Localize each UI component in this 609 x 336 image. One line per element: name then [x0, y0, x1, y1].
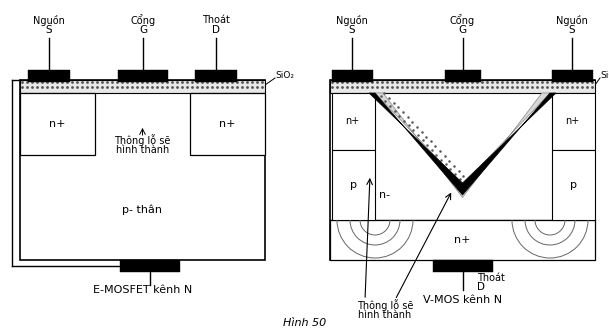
Bar	[120, 260, 180, 272]
Text: n+: n+	[565, 117, 580, 126]
Bar	[552, 150, 595, 220]
Bar	[190, 93, 265, 155]
Bar	[20, 80, 265, 260]
Text: S: S	[349, 25, 355, 35]
Text: n-: n-	[379, 190, 390, 200]
Bar	[20, 80, 265, 93]
Bar	[195, 70, 237, 82]
Bar	[432, 260, 493, 272]
Text: Nguồn: Nguồn	[556, 14, 588, 26]
Text: V-MOS kênh N: V-MOS kênh N	[423, 295, 502, 305]
Text: Hình 50: Hình 50	[283, 318, 326, 328]
Text: Thông lỗ sẽ: Thông lỗ sẽ	[357, 299, 413, 311]
Text: p- thân: p- thân	[122, 205, 163, 215]
Bar	[330, 80, 595, 260]
Text: Cổng: Cổng	[130, 14, 155, 26]
Bar	[332, 70, 373, 82]
Text: Thoát: Thoát	[477, 273, 505, 283]
Text: D: D	[477, 282, 485, 292]
Bar	[28, 70, 70, 82]
Text: Nguồn: Nguồn	[336, 14, 368, 26]
Text: p: p	[350, 180, 357, 190]
Text: hình thành: hình thành	[358, 310, 412, 320]
Bar	[445, 70, 481, 82]
Bar	[332, 150, 375, 220]
Text: n+: n+	[345, 117, 360, 126]
Text: n+: n+	[49, 119, 66, 129]
Text: hình thành: hình thành	[116, 145, 169, 155]
Text: n+: n+	[219, 119, 236, 129]
Text: SiO₂: SiO₂	[600, 72, 609, 81]
Text: G: G	[459, 25, 466, 35]
Bar	[330, 220, 595, 260]
Bar	[552, 93, 595, 150]
Text: p: p	[570, 180, 577, 190]
Polygon shape	[369, 93, 556, 195]
Text: S: S	[569, 25, 576, 35]
Bar	[20, 93, 95, 155]
Polygon shape	[375, 93, 550, 198]
Bar	[330, 80, 595, 93]
Text: Cổng: Cổng	[450, 14, 475, 26]
Text: Thoát: Thoát	[202, 15, 230, 25]
Text: G: G	[139, 25, 147, 35]
Text: Thông lỗ sẽ: Thông lỗ sẽ	[114, 134, 171, 146]
Text: n+: n+	[454, 235, 471, 245]
Bar	[552, 70, 593, 82]
Text: E-MOSFET kênh N: E-MOSFET kênh N	[93, 285, 192, 295]
Text: S: S	[46, 25, 52, 35]
Text: Nguồn: Nguồn	[33, 14, 65, 26]
Bar	[118, 70, 168, 82]
Text: SiO₂: SiO₂	[275, 72, 294, 81]
Text: D: D	[212, 25, 220, 35]
Bar	[332, 93, 375, 150]
